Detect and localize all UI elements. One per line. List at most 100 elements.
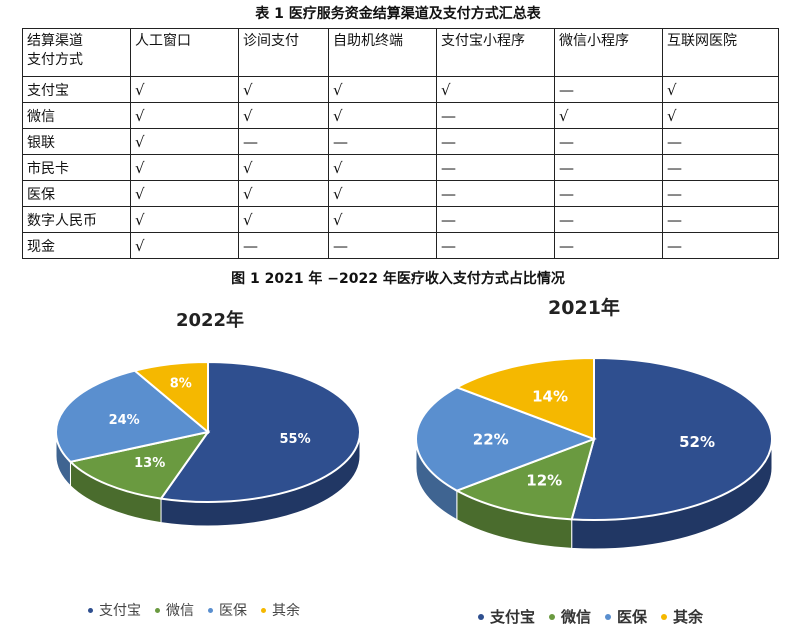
dash-cell: — [436,154,555,181]
data-label: 13% [134,456,165,471]
dash-cell: — [554,206,663,233]
legend-marker [661,613,668,620]
corner-label-channel: 结算渠道 [27,33,83,49]
dash-cell: — [662,206,779,233]
chart-title: 2022年 [176,309,244,331]
table-title: 表 1 医疗服务资金结算渠道及支付方式汇总表 [255,6,541,22]
row-header: 微信 [22,102,131,129]
data-label: 12% [526,471,562,489]
legend-2021: 支付宝 微信 医保 其余 [478,606,717,627]
legend-item: 医保 [208,600,247,620]
pie-slice-微信 [68,430,211,500]
dash-cell: — [554,128,663,155]
dash-cell: — [554,154,663,181]
column-header: 微信小程序 [554,28,663,77]
dash-cell: — [436,102,555,129]
pie-slice-支付宝 [159,360,361,503]
dash-cell: — [238,128,329,155]
check-mark-cell: √ [130,154,239,181]
row-header: 支付宝 [22,76,131,103]
row-header: 数字人民币 [22,206,131,233]
pie-slice-支付宝 [570,356,773,521]
data-label: 8% [170,377,192,392]
legend-2022: 支付宝 微信 医保 其余 [88,600,314,620]
dash-cell: — [554,76,663,103]
legend-item: 支付宝 [88,600,141,620]
payment-method-table: 结算渠道 支付方式 人工窗口 诊间支付 自助机终端 支付宝小程序 微信小程序 互联网医院 支付宝… [22,28,779,259]
legend-label: 微信 [166,603,194,619]
row-header: 医保 [22,180,131,207]
pie-charts: 55% 13% 24% 8% 2022年 52% 12% 22% 14% 2021年 [55,296,773,550]
pie-chart-2022年: 55% 13% 24% 8% 2022年 [55,309,361,527]
data-label: 22% [473,430,509,448]
pie-slice-其余 [132,360,209,435]
legend-label: 支付宝 [99,603,141,619]
table-row: 支付宝 √ √ √ √ — √ [22,76,779,103]
column-header: 自助机终端 [328,28,437,77]
legend-item: 微信 [549,606,591,627]
check-mark-cell: √ [554,102,663,129]
pie-slice-其余 [454,356,595,441]
corner-label-method: 支付方式 [27,52,83,68]
dash-cell: — [662,154,779,181]
pie-slice-医保 [415,386,597,492]
dash-cell: — [436,180,555,207]
dash-cell: — [662,232,779,259]
legend-label: 医保 [219,603,247,619]
table-row: 市民卡 √ √ √ — — — [22,154,779,181]
legend-marker [478,613,484,620]
check-mark-cell: √ [238,154,329,181]
check-mark-cell: √ [238,180,329,207]
row-header: 市民卡 [22,154,131,181]
check-mark-cell: √ [130,180,239,207]
pie-sides [415,438,773,550]
check-mark-cell: √ [662,102,779,129]
table-row: 数字人民币 √ √ √ — — — [22,206,779,233]
table-row: 银联 √ — — — — — [22,128,779,155]
dash-cell: — [238,232,329,259]
row-header: 现金 [22,232,131,259]
legend-marker [261,607,266,613]
column-header: 诊间支付 [238,28,329,77]
check-mark-cell: √ [328,102,437,129]
check-mark-cell: √ [238,102,329,129]
legend-item: 其余 [661,606,703,627]
figure-title: 图 1 2021 年 −2022 年医疗收入支付方式占比情况 [231,271,565,287]
legend-label: 医保 [617,608,648,626]
check-mark-cell: √ [662,76,779,103]
data-label: 24% [109,413,140,428]
legend-marker [88,607,93,613]
legend-label: 其余 [272,603,300,619]
table-row: 医保 √ √ √ — — — [22,180,779,207]
data-label: 52% [679,433,715,451]
dash-cell: — [662,128,779,155]
pie-slice-微信 [454,437,596,521]
column-header: 互联网医院 [662,28,779,77]
legend-marker [208,607,213,613]
dash-cell: — [554,232,663,259]
check-mark-cell: √ [130,206,239,233]
pie-slice-医保 [55,369,211,463]
table-header-row: 结算渠道 支付方式 人工窗口 诊间支付 自助机终端 支付宝小程序 微信小程序 互联网医院 [22,28,779,77]
legend-item: 微信 [155,600,194,620]
data-label: 14% [532,388,568,406]
legend-label: 微信 [561,608,592,626]
dash-cell: — [662,180,779,207]
legend-label: 支付宝 [490,608,536,626]
dash-cell: — [436,128,555,155]
dash-cell: — [328,128,437,155]
dash-cell: — [328,232,437,259]
check-mark-cell: √ [328,76,437,103]
table-row: 微信 √ √ √ — √ √ [22,102,779,129]
check-mark-cell: √ [436,76,555,103]
check-mark-cell: √ [238,76,329,103]
row-header: 银联 [22,128,131,155]
chart-title: 2021年 [548,296,620,319]
dash-cell: — [554,180,663,207]
dash-cell: — [436,232,555,259]
check-mark-cell: √ [238,206,329,233]
check-mark-cell: √ [130,102,239,129]
check-mark-cell: √ [328,154,437,181]
legend-item: 支付宝 [478,606,535,627]
column-header: 支付宝小程序 [436,28,555,77]
